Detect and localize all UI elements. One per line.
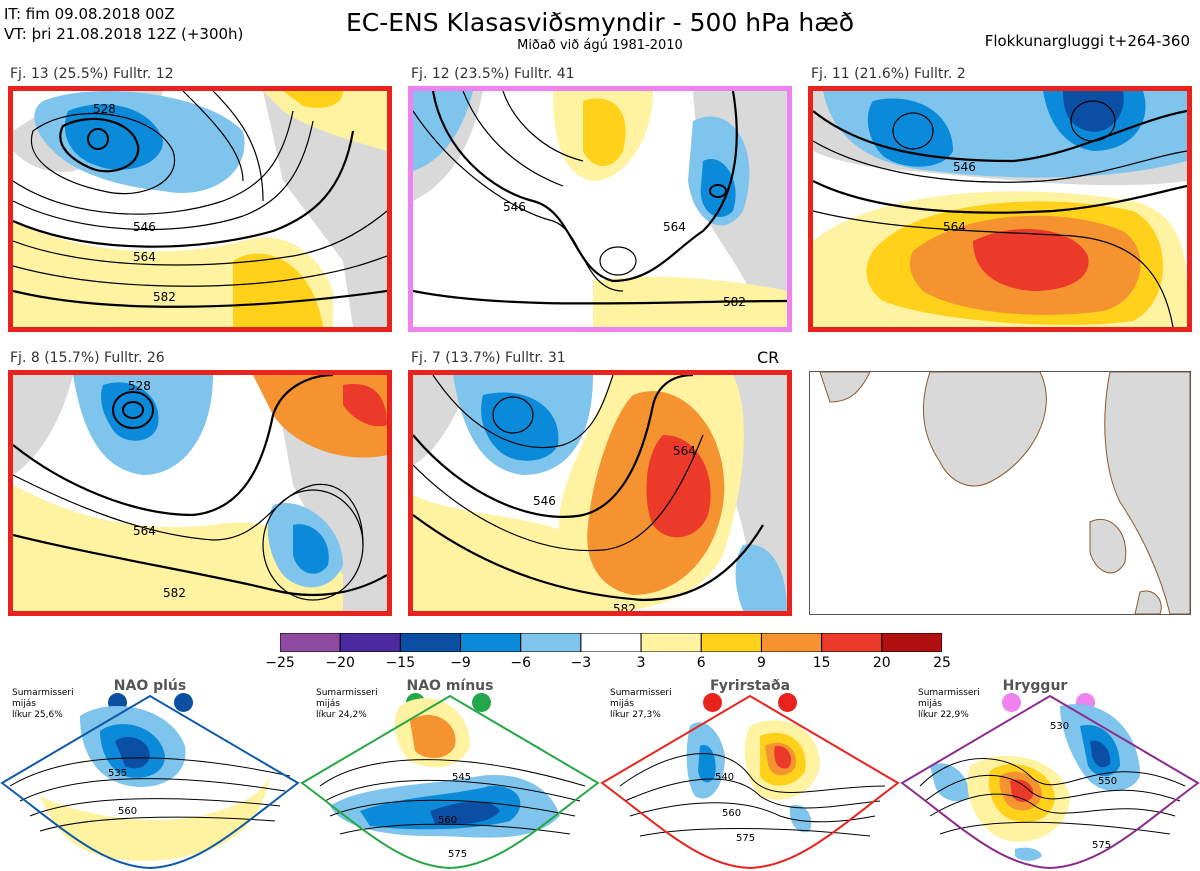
- cluster-map-2: 546 564 582: [408, 86, 792, 332]
- colorbar-tick-label: 15: [812, 655, 831, 671]
- contour-label: 582: [153, 290, 176, 304]
- contour-label: 545: [452, 772, 471, 783]
- colorbar-tick-label: −25: [265, 655, 295, 671]
- colorbar-bin: [821, 632, 883, 653]
- colorbar-bin: [700, 632, 762, 653]
- header-times: IT: fim 09.08.2018 00Z VT: þri 21.08.201…: [4, 4, 243, 44]
- colorbar-tick-label: 20: [872, 655, 891, 671]
- contour-label: 550: [1098, 776, 1117, 787]
- regime-dot: [703, 693, 722, 712]
- valid-time: VT: þri 21.08.2018 12Z (+300h): [4, 25, 244, 43]
- colorbar-bin: [399, 632, 462, 653]
- regime-title: NAO plús: [113, 678, 187, 694]
- colorbar-bin: [640, 632, 702, 653]
- cluster-map-2-svg: 546 564 582: [413, 91, 787, 327]
- colorbar-tick-label: −15: [385, 655, 416, 671]
- contour-label: 582: [613, 602, 636, 611]
- regime-dot: [1002, 693, 1021, 712]
- colorbar-tick-label: 9: [756, 655, 766, 671]
- contour-label: 564: [943, 220, 966, 234]
- contour-label: 564: [133, 250, 156, 264]
- regime-title: Hryggur: [1002, 678, 1068, 694]
- regime-title: Fyrirstaða: [709, 678, 791, 694]
- cluster-map-1-svg: 528 546 564 582: [13, 91, 387, 327]
- colorbar-bin: [279, 632, 341, 653]
- colorbar-tick-label: 3: [636, 655, 646, 671]
- regime-dot: [174, 693, 193, 712]
- colorbar-bin: [339, 632, 401, 653]
- regime-title: NAO mínus: [406, 678, 494, 694]
- regime-nao-plus: NAO plús Sumarmisseri mijás líkur 25,6% …: [0, 676, 300, 871]
- regime-blocking: Fyrirstaða Sumarmisseri mijás líkur 27,3…: [600, 676, 900, 871]
- contour-label: 564: [663, 220, 686, 234]
- colorbar-svg: [279, 632, 943, 653]
- contour-label: 540: [715, 772, 734, 783]
- colorbar: [279, 632, 943, 653]
- contour-label: 528: [93, 102, 116, 116]
- contour-label: 546: [133, 220, 156, 234]
- colorbar-tick-label: −3: [570, 655, 592, 671]
- init-time: IT: fim 09.08.2018 00Z: [4, 5, 175, 23]
- colorbar-tick-label: 6: [696, 655, 706, 671]
- page-subtitle: Miðað við ágú 1981-2010: [517, 38, 683, 53]
- contour-label: 564: [133, 524, 156, 538]
- contour-label: 546: [503, 200, 526, 214]
- contour-label: 564: [673, 444, 696, 458]
- colorbar-bin: [460, 632, 522, 653]
- colorbar-bin: [520, 632, 582, 653]
- contour-label: 560: [722, 808, 741, 819]
- panel-label-1: Fj. 13 (25.5%) Fulltr. 12: [10, 66, 174, 82]
- cluster-map-3-svg: 546 564: [813, 91, 1187, 327]
- contour-label: 535: [108, 768, 127, 779]
- contour-label: 530: [1050, 721, 1069, 732]
- colorbar-bin: [580, 632, 642, 653]
- regime-nao-minus: NAO mínus Sumarmisseri mijás líkur 24,2%…: [300, 676, 600, 871]
- colorbar-tick-label: −6: [510, 655, 532, 671]
- panel-label-4: Fj. 8 (15.7%) Fulltr. 26: [10, 350, 165, 366]
- colorbar-tick-label: 25: [933, 655, 951, 671]
- cr-tag: CR: [757, 348, 780, 367]
- colorbar-bin: [760, 632, 823, 653]
- cluster-map-5: 546 564 582: [408, 370, 792, 616]
- base-map: [809, 371, 1191, 615]
- regime-note: Sumarmisseri mijás líkur 27,3%: [610, 688, 672, 720]
- regime-note: Sumarmisseri mijás líkur 22,9%: [918, 688, 980, 720]
- panel-label-5: Fj. 7 (13.7%) Fulltr. 31: [411, 350, 566, 366]
- regime-dot: [778, 693, 797, 712]
- regime-ridge-map: 530 550 575: [900, 694, 1200, 870]
- contour-label: 575: [1092, 840, 1111, 851]
- colorbar-labels: −25 −20 −15 −9 −6 −3 3 6 9 15 20 25: [265, 655, 951, 675]
- cluster-map-4: 528 564 582: [8, 370, 392, 616]
- regime-ridge: Hryggur Sumarmisseri mijás líkur 22,9% 5…: [900, 676, 1200, 871]
- contour-label: 546: [533, 494, 556, 508]
- cluster-map-3: 546 564: [808, 86, 1192, 332]
- colorbar-tick-label: −9: [450, 655, 471, 671]
- contour-label: 575: [448, 849, 467, 860]
- regime-note: Sumarmisseri mijás líkur 24,2%: [316, 688, 378, 720]
- contour-label: 560: [118, 806, 137, 817]
- contour-label: 582: [163, 586, 186, 600]
- base-map-svg: [810, 372, 1190, 614]
- regime-nao-plus-map: 535 560: [0, 694, 300, 871]
- contour-label: 582: [723, 295, 746, 309]
- page-title: EC-ENS Klasasviðsmyndir - 500 hPa hæð: [345, 8, 855, 37]
- regime-note: Sumarmisseri mijás líkur 25,6%: [12, 688, 74, 720]
- contour-label: 546: [953, 160, 976, 174]
- contour-label: 528: [128, 379, 151, 393]
- panel-label-3: Fj. 11 (21.6%) Fulltr. 2: [811, 66, 966, 82]
- cluster-map-5-svg: 546 564 582: [413, 375, 787, 611]
- contour-label: 560: [438, 815, 457, 826]
- regime-nao-minus-map: 545 560 575: [300, 694, 600, 870]
- panel-label-2: Fj. 12 (23.5%) Fulltr. 41: [411, 66, 575, 82]
- colorbar-bin: [881, 632, 943, 653]
- cluster-map-4-svg: 528 564 582: [13, 375, 387, 611]
- cluster-map-1: 528 546 564 582: [8, 86, 392, 332]
- colorbar-tick-label: −20: [325, 655, 355, 671]
- regime-blocking-map: 540 560 575: [600, 694, 900, 870]
- classification-window: Flokkunargluggi t+264-360: [984, 32, 1190, 50]
- contour-label: 575: [736, 833, 755, 844]
- regime-dot: [472, 693, 491, 712]
